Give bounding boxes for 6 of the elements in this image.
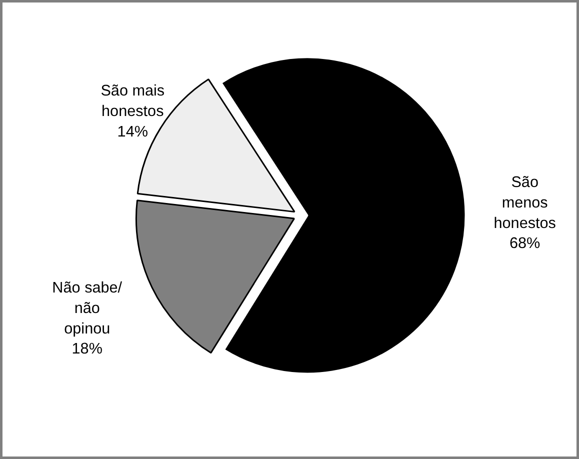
slice-label: São menos honestos	[494, 174, 556, 232]
slice-label: Não sabe/ não opinou	[52, 280, 123, 338]
data-label: 18%	[72, 340, 103, 358]
data-label: 14%	[117, 123, 148, 140]
data-label: 68%	[510, 235, 541, 252]
slice-label: São mais honestos	[100, 82, 165, 120]
